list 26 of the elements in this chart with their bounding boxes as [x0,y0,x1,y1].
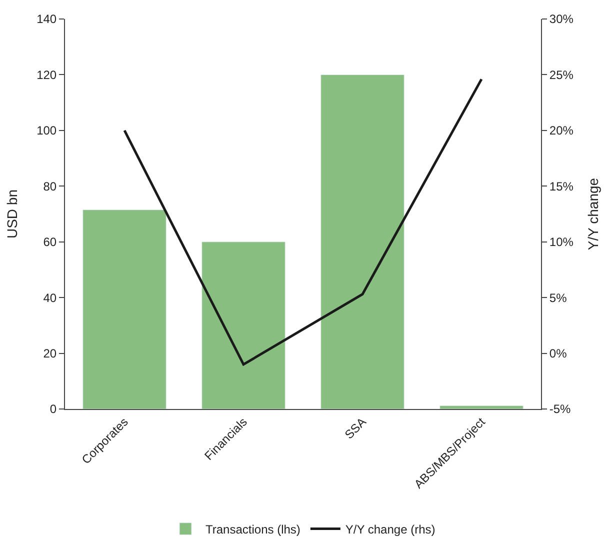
y2-tick-label: 5% [549,290,568,305]
y2-tick-label: 20% [549,124,574,138]
y2-tick-label: 30% [549,12,574,26]
line-series [123,78,483,366]
y2-tick-label: -5% [549,402,572,416]
y-axis-title: USD bn [4,189,20,239]
y-tick-label: 20 [43,346,57,360]
x-tick-label: SSA [342,414,369,442]
bar [82,210,166,409]
legend-label: Transactions (lhs) [206,522,300,536]
bar [440,405,524,409]
y2-axis-title: Y/Y change [585,178,602,250]
bar [202,242,286,409]
y-tick-label: 40 [43,290,57,305]
y2-tick-label: 0% [549,346,568,360]
y-tick-label: 60 [43,235,57,250]
y-tick-label: 120 [36,68,57,82]
legend-label: Y/Y change (rhs) [345,522,436,536]
y2-tick-label: 10% [549,235,574,250]
y-tick-label: 0 [50,402,57,416]
bar [320,74,404,409]
y2-tick-label: 25% [549,68,574,82]
y-tick-label: 140 [36,12,57,26]
y-tick-label: 80 [43,179,57,194]
y2-tick-label: 15% [549,179,574,194]
y-tick-label: 100 [36,124,57,138]
